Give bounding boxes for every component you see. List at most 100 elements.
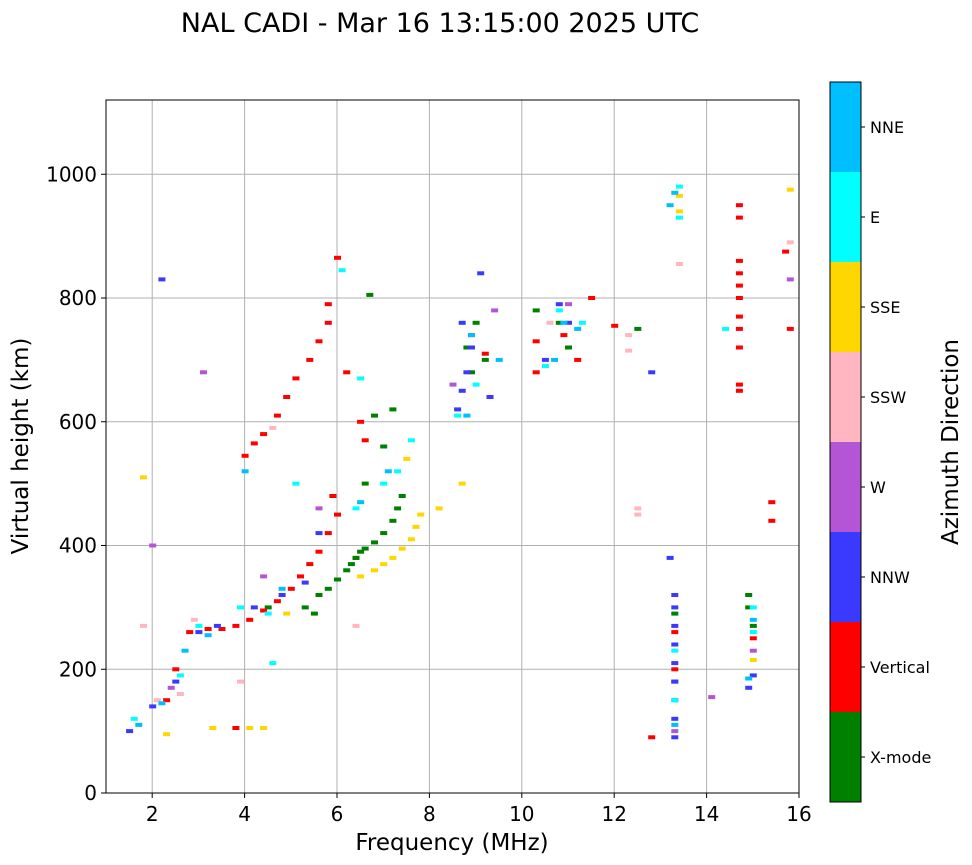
data-point bbox=[361, 438, 369, 443]
data-point bbox=[237, 679, 244, 684]
data-point bbox=[735, 203, 743, 208]
data-point bbox=[449, 382, 457, 387]
data-point bbox=[301, 580, 309, 585]
data-point bbox=[671, 661, 679, 666]
data-point bbox=[675, 209, 683, 214]
data-point bbox=[532, 370, 540, 375]
data-point bbox=[371, 540, 378, 545]
data-point bbox=[315, 593, 323, 597]
data-point bbox=[495, 357, 503, 362]
data-point bbox=[140, 623, 147, 628]
data-point bbox=[407, 438, 415, 443]
data-point bbox=[412, 524, 420, 529]
data-point bbox=[260, 608, 268, 613]
data-point bbox=[241, 469, 249, 474]
data-point bbox=[722, 326, 730, 331]
data-point bbox=[555, 302, 563, 307]
data-point bbox=[347, 562, 355, 567]
x-axis-label: Frequency (MHz) bbox=[355, 830, 548, 856]
data-point bbox=[195, 630, 203, 635]
data-point bbox=[541, 357, 549, 362]
data-point bbox=[190, 617, 198, 622]
series-nnw bbox=[126, 271, 757, 740]
data-point bbox=[417, 512, 425, 517]
data-point bbox=[357, 500, 365, 505]
data-point bbox=[352, 623, 360, 628]
data-point bbox=[389, 518, 397, 523]
data-point bbox=[186, 630, 194, 635]
data-point bbox=[786, 240, 794, 245]
data-point bbox=[200, 370, 207, 375]
y-tick-label: 600 bbox=[59, 410, 97, 434]
data-point bbox=[546, 320, 554, 325]
data-point bbox=[749, 623, 757, 628]
data-point bbox=[352, 555, 360, 560]
data-point bbox=[153, 698, 161, 703]
data-point bbox=[749, 648, 757, 653]
data-point bbox=[149, 543, 157, 548]
data-point bbox=[666, 555, 674, 560]
data-point bbox=[361, 546, 369, 551]
colorbar-segment bbox=[830, 712, 861, 802]
data-point bbox=[343, 568, 351, 573]
data-point bbox=[366, 292, 374, 297]
data-point bbox=[671, 623, 679, 628]
data-point bbox=[357, 419, 365, 424]
data-point bbox=[163, 698, 171, 703]
data-point bbox=[477, 271, 485, 276]
data-point bbox=[380, 562, 388, 567]
series-e bbox=[130, 184, 757, 721]
data-point bbox=[745, 593, 753, 597]
data-point bbox=[463, 413, 471, 418]
colorbar-segment bbox=[830, 532, 861, 622]
data-point bbox=[232, 726, 240, 730]
data-point bbox=[204, 627, 212, 631]
data-point bbox=[172, 679, 180, 684]
data-point bbox=[735, 283, 743, 288]
data-point bbox=[260, 574, 268, 579]
data-point bbox=[560, 333, 568, 338]
colorbar-segment bbox=[830, 262, 861, 352]
data-point bbox=[126, 729, 134, 734]
data-point bbox=[671, 605, 679, 610]
data-point bbox=[435, 506, 443, 511]
data-point bbox=[782, 249, 790, 254]
data-point bbox=[273, 599, 281, 604]
x-tick-label: 6 bbox=[331, 802, 344, 826]
data-point bbox=[260, 432, 268, 437]
data-point bbox=[468, 345, 475, 350]
data-point bbox=[195, 623, 203, 628]
colorbar-segment bbox=[830, 352, 861, 442]
data-point bbox=[213, 623, 221, 628]
x-tick-label: 10 bbox=[509, 802, 534, 826]
data-point bbox=[588, 296, 596, 300]
data-point bbox=[237, 605, 244, 610]
data-point bbox=[745, 676, 753, 681]
y-axis-label: Virtual height (km) bbox=[8, 338, 34, 555]
data-point bbox=[671, 667, 679, 672]
series-w bbox=[149, 277, 794, 734]
data-point bbox=[565, 302, 572, 307]
data-point bbox=[324, 586, 332, 591]
data-point bbox=[532, 339, 540, 344]
data-point bbox=[407, 537, 415, 542]
data-point bbox=[463, 370, 471, 375]
data-point bbox=[458, 320, 466, 325]
data-point bbox=[283, 611, 291, 616]
x-tick-label: 14 bbox=[694, 802, 719, 826]
data-point bbox=[218, 627, 226, 631]
data-point bbox=[463, 345, 471, 350]
data-point bbox=[181, 648, 189, 653]
data-point bbox=[555, 308, 563, 313]
data-point bbox=[163, 732, 171, 737]
data-point bbox=[671, 648, 679, 653]
plot-frame bbox=[105, 99, 800, 794]
plot-area: 2 4 6 8 10 12 14 16 0 200 400 600 800 1000 bbox=[46, 99, 812, 826]
data-point bbox=[745, 605, 753, 610]
data-point bbox=[306, 357, 314, 362]
y-axis-ticks: 0 200 400 600 800 1000 bbox=[46, 162, 106, 805]
data-point bbox=[292, 481, 300, 486]
data-point bbox=[735, 296, 743, 300]
data-point bbox=[675, 184, 683, 189]
